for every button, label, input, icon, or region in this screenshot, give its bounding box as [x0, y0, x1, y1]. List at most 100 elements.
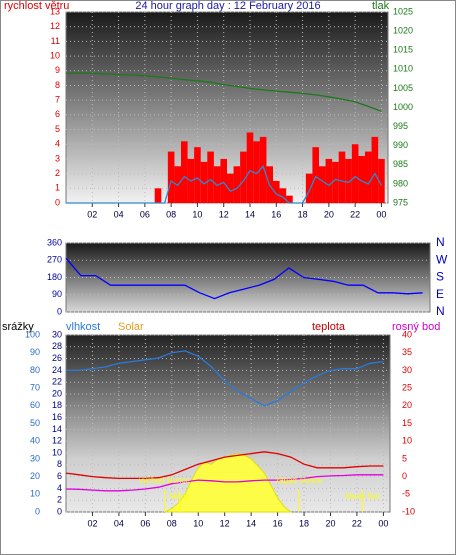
y-tick-label: 1025	[393, 6, 413, 16]
annotation: Moon	[170, 492, 190, 501]
y-tick-label: 20	[30, 471, 40, 481]
y-tick-label: 15	[402, 418, 412, 428]
y-tick-label: 25	[402, 382, 412, 392]
y-tick-label: 70	[30, 382, 40, 392]
x-tick-label: 22	[352, 518, 362, 528]
y-tick-label: 10	[50, 50, 60, 60]
y-tick-label: 22	[52, 377, 62, 387]
y-tick-label: 975	[393, 197, 408, 207]
y-tick-label: -10	[402, 506, 415, 516]
y-tick-label: 30	[30, 453, 40, 463]
x-tick-label: 14	[246, 518, 256, 528]
y-tick-label: 1010	[393, 64, 413, 74]
x-tick-label: 22	[350, 209, 360, 219]
x-tick-label: 00	[376, 209, 386, 219]
y-tick-label: 14	[52, 424, 62, 434]
x-tick-label: 14	[245, 209, 255, 219]
y-tick-label: 995	[393, 121, 408, 131]
direction-label: N	[436, 304, 445, 318]
line	[66, 350, 384, 407]
bar	[167, 151, 175, 203]
y-tick-label: 90	[52, 289, 62, 299]
y-tick-label: 0	[55, 197, 60, 207]
bar	[279, 188, 287, 203]
y-tick-label: 1	[55, 183, 60, 193]
x-tick-label: 18	[299, 518, 309, 528]
area	[164, 453, 293, 513]
chart-title: 24 hour graph day : 12 February 2016	[135, 0, 320, 12]
bar	[351, 144, 359, 203]
plot-area	[65, 242, 431, 313]
y-tick-label: 20	[402, 400, 412, 410]
line	[65, 474, 384, 492]
bar	[378, 158, 385, 203]
y-tick-label: 1000	[393, 102, 413, 112]
line	[66, 165, 382, 204]
bar	[358, 155, 366, 203]
y-tick-label: 16	[52, 412, 62, 422]
y-tick-label: 360	[47, 237, 62, 247]
y-tick-label: 1015	[393, 45, 413, 55]
y-tick-label: 12	[52, 436, 62, 446]
bar	[272, 180, 280, 203]
bar	[194, 147, 201, 203]
y-tick-label: 8	[57, 459, 62, 469]
x-tick-label: 08	[166, 209, 176, 219]
y-tick-label: 0	[35, 506, 40, 516]
y-tick-label: 10	[30, 489, 40, 499]
x-tick-label: 12	[219, 209, 229, 219]
x-tick-label: 10	[192, 209, 202, 219]
y-tick-label: 4	[57, 483, 62, 493]
y-tick-label: 24	[52, 365, 62, 375]
y-tick-label: 40	[402, 329, 412, 339]
bar	[345, 158, 352, 203]
y-tick-label: 4	[55, 139, 60, 149]
y-tick-label: 180	[47, 272, 62, 282]
y-tick-label: 2	[57, 495, 62, 505]
x-tick-label: 02	[87, 518, 97, 528]
y-tick-label: 10	[402, 436, 412, 446]
plot-area	[65, 334, 391, 513]
y-tick-label: 50	[30, 418, 40, 428]
x-tick-label: 08	[167, 518, 177, 528]
bar	[226, 173, 234, 203]
x-tick-label: 10	[193, 518, 203, 528]
bar	[318, 166, 326, 203]
bar	[180, 141, 188, 203]
direction-label: W	[436, 252, 448, 266]
bar	[286, 195, 293, 203]
line	[65, 451, 384, 480]
direction-label: S	[436, 270, 444, 284]
x-tick-label: 06	[140, 209, 150, 219]
y-tick-label: 3	[55, 153, 60, 163]
bar	[312, 147, 320, 203]
axis-label: rychlost větru	[4, 0, 69, 12]
y-tick-label: 12	[50, 21, 60, 31]
annotation: Moon Set	[345, 492, 380, 501]
y-tick-label: 5	[55, 124, 60, 134]
x-tick-label: 16	[271, 209, 281, 219]
y-tick-label: 6	[57, 471, 62, 481]
y-tick-label: 26	[52, 353, 62, 363]
y-tick-label: 35	[402, 347, 412, 357]
y-tick-label: 30	[52, 329, 62, 339]
x-tick-label: 20	[324, 209, 334, 219]
x-tick-label: 02	[87, 209, 97, 219]
y-tick-label: 13	[50, 6, 60, 16]
y-tick-label: 60	[30, 400, 40, 410]
axis-label: tlak	[372, 0, 390, 12]
bar	[305, 173, 313, 203]
y-tick-label: -5	[402, 489, 410, 499]
x-tick-label: 20	[325, 518, 335, 528]
y-tick-label: 5	[402, 453, 407, 463]
y-tick-label: 980	[393, 178, 408, 188]
y-tick-label: 80	[30, 365, 40, 375]
bar	[233, 166, 241, 203]
line	[66, 72, 382, 112]
y-tick-label: 10	[52, 447, 62, 457]
x-tick-label: 16	[273, 518, 283, 528]
x-tick-label: 00	[378, 518, 388, 528]
x-tick-label: 18	[298, 209, 308, 219]
legend-label: rosný bod	[392, 321, 440, 333]
